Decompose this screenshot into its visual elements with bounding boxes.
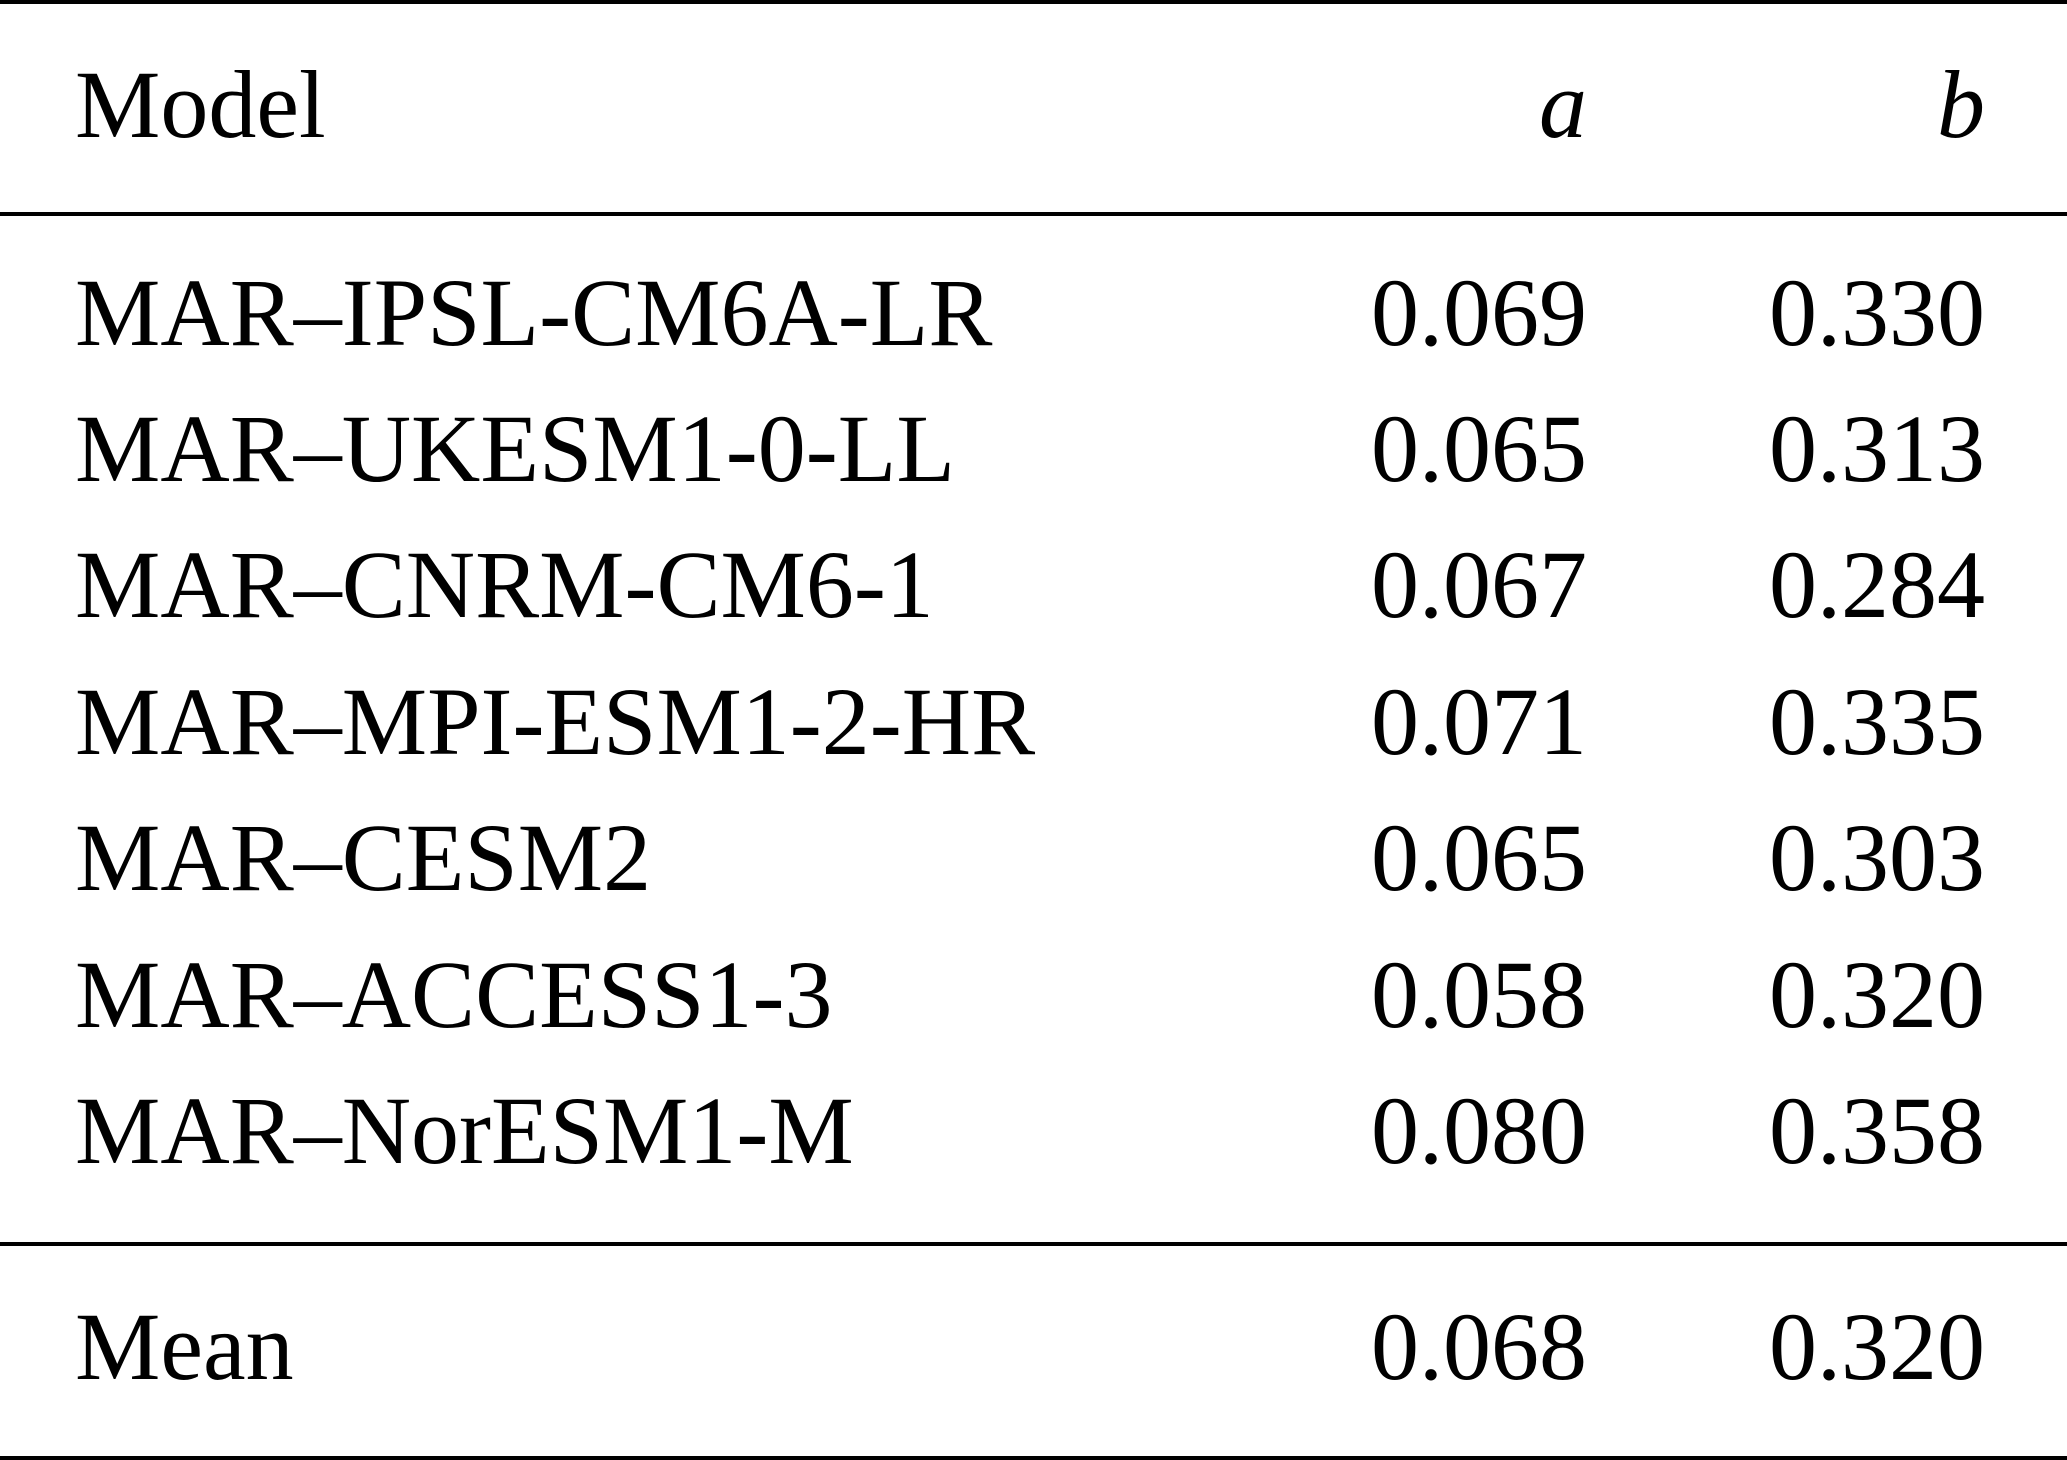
table-row: MAR–CNRM-CM6-1 0.067 0.284 (0, 530, 2067, 640)
cell-a: 0.065 (1371, 804, 1587, 911)
cell-b: 0.303 (1769, 804, 1985, 911)
table-summary-row: Mean 0.068 0.320 (0, 1292, 2067, 1402)
table-row: MAR–MPI-ESM1-2-HR 0.071 0.335 (0, 667, 2067, 777)
cell-model: MAR–MPI-ESM1-2-HR (75, 668, 1036, 775)
table-header-row: Model a b (0, 50, 2067, 160)
header-model: Model (75, 51, 326, 158)
cell-model: MAR–ACCESS1-3 (75, 941, 833, 1048)
header-a: a (1539, 51, 1587, 158)
cell-model: MAR–NorESM1-M (75, 1077, 854, 1184)
table-row: MAR–UKESM1-0-LL 0.065 0.313 (0, 394, 2067, 504)
cell-model: MAR–UKESM1-0-LL (75, 395, 955, 502)
cell-b: 0.330 (1769, 259, 1985, 366)
cell-a: 0.068 (1371, 1293, 1587, 1400)
table-header-rule (0, 212, 2067, 216)
table-top-rule (0, 0, 2067, 4)
cell-a: 0.065 (1371, 395, 1587, 502)
cell-model: Mean (75, 1293, 294, 1400)
cell-model: MAR–CESM2 (75, 804, 652, 911)
cell-a: 0.058 (1371, 941, 1587, 1048)
cell-a: 0.080 (1371, 1077, 1587, 1184)
table-summary-rule (0, 1242, 2067, 1246)
cell-b: 0.358 (1769, 1077, 1985, 1184)
cell-b: 0.320 (1769, 1293, 1985, 1400)
cell-b: 0.320 (1769, 941, 1985, 1048)
header-b: b (1937, 51, 1985, 158)
cell-b: 0.313 (1769, 395, 1985, 502)
cell-model: MAR–IPSL-CM6A-LR (75, 259, 993, 366)
cell-model: MAR–CNRM-CM6-1 (75, 531, 934, 638)
table-row: MAR–ACCESS1-3 0.058 0.320 (0, 940, 2067, 1050)
cell-a: 0.067 (1371, 531, 1587, 638)
table-row: MAR–IPSL-CM6A-LR 0.069 0.330 (0, 258, 2067, 368)
cell-a: 0.071 (1371, 668, 1587, 775)
cell-a: 0.069 (1371, 259, 1587, 366)
table-row: MAR–CESM2 0.065 0.303 (0, 803, 2067, 913)
cell-b: 0.335 (1769, 668, 1985, 775)
cell-b: 0.284 (1769, 531, 1985, 638)
table-row: MAR–NorESM1-M 0.080 0.358 (0, 1076, 2067, 1186)
table-bottom-rule (0, 1456, 2067, 1460)
